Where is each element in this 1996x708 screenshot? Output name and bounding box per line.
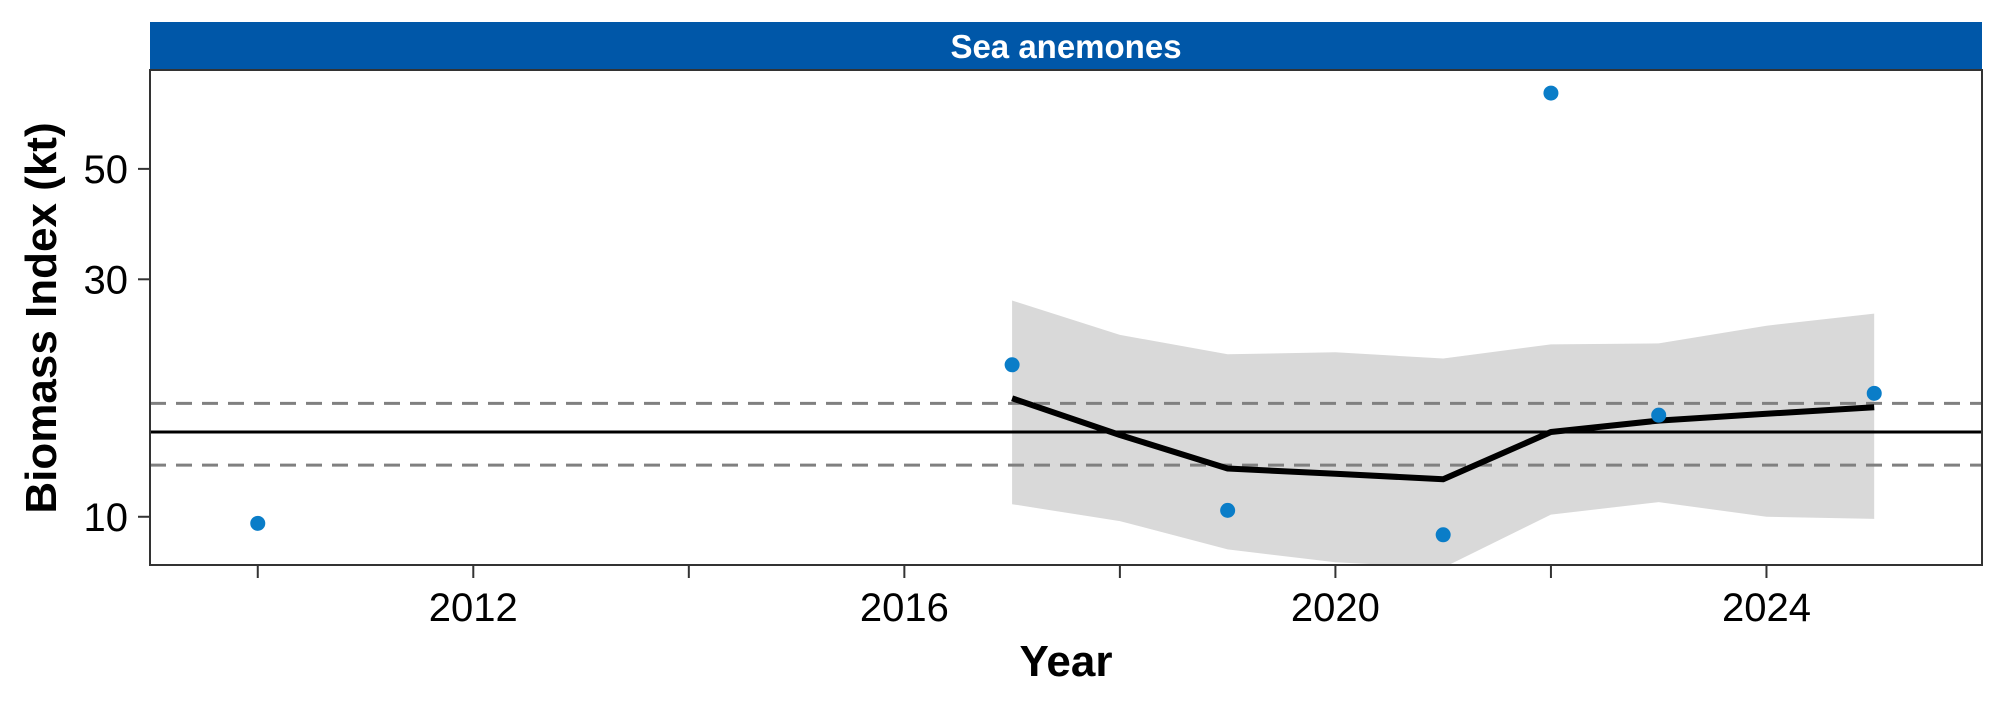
y-tick-label: 10 [84,496,129,540]
data-point [1651,407,1667,423]
plot-content [150,85,1982,565]
data-point [1866,385,1882,401]
x-tick-label: 2016 [860,586,949,630]
data-point [1543,85,1559,101]
plot-border [149,69,1983,566]
plot-area [150,85,1982,565]
x-axis: 2012 2016 2020 2024 [256,565,1811,630]
x-tick-label: 2020 [1291,586,1380,630]
data-point [1220,502,1236,518]
y-axis: 10 30 50 [84,148,150,540]
data-point [1435,527,1451,543]
data-point [250,515,266,531]
y-tick-label: 30 [84,258,129,302]
trend-line [1011,395,1875,483]
y-axis-title: Biomass Index (kt) [17,122,66,513]
data-point [1004,357,1020,373]
x-tick-label: 2024 [1722,586,1811,630]
panel-strip [150,22,1982,70]
panel-title: Sea anemones [950,28,1181,65]
y-tick-label: 50 [84,148,129,192]
x-axis-title: Year [1020,637,1113,686]
x-tick-label: 2012 [429,586,518,630]
